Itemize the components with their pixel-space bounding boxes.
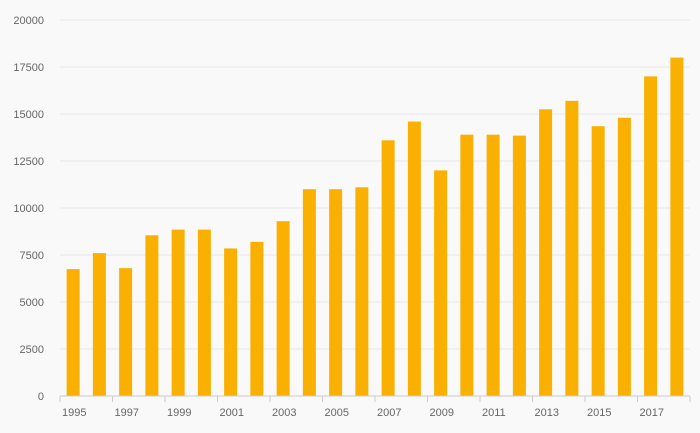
x-tick-label: 2013 (535, 407, 559, 419)
x-tick-label: 2011 (482, 407, 506, 419)
x-tick-label: 2009 (430, 407, 454, 419)
x-tick-label: 2003 (272, 407, 296, 419)
bar-1997[interactable] (119, 268, 132, 396)
bar-2006[interactable] (355, 187, 368, 396)
y-axis-labels: 0 2500 5000 7500 10000 12500 15000 17500 20000 (13, 15, 44, 403)
bar-2013[interactable] (539, 109, 552, 396)
x-tick-label: 2007 (377, 407, 401, 419)
y-tick-label: 10000 (13, 203, 44, 215)
x-axis (60, 396, 690, 402)
bar-2005[interactable] (329, 189, 342, 396)
bar-2012[interactable] (513, 136, 526, 396)
bar-2008[interactable] (408, 122, 421, 396)
y-tick-label: 12500 (13, 156, 44, 168)
x-tick-label: 1999 (167, 407, 191, 419)
bar-2014[interactable] (565, 101, 578, 396)
bar-2016[interactable] (618, 118, 631, 396)
bar-1995[interactable] (67, 269, 80, 396)
y-tick-label: 7500 (20, 250, 44, 262)
chart-container: 0 2500 5000 7500 10000 12500 15000 17500 20000 1… (0, 0, 700, 433)
y-tick-label: 17500 (13, 62, 44, 74)
bar-2018[interactable] (670, 58, 683, 396)
bar-2000[interactable] (198, 230, 211, 396)
bar-2001[interactable] (224, 248, 237, 396)
y-tick-label: 5000 (20, 297, 44, 309)
x-tick-label: 2017 (640, 407, 664, 419)
bars (67, 58, 684, 396)
bar-2017[interactable] (644, 76, 657, 396)
bar-1996[interactable] (93, 253, 106, 396)
y-tick-label: 20000 (13, 15, 44, 27)
x-axis-labels: 1995 1997 1999 2001 2003 2005 2007 2009 2011 2013… (62, 407, 664, 419)
bar-2009[interactable] (434, 170, 447, 396)
x-tick-label: 1995 (62, 407, 86, 419)
bar-2003[interactable] (277, 221, 290, 396)
bar-2002[interactable] (250, 242, 263, 396)
x-tick-label: 2001 (220, 407, 244, 419)
bar-2011[interactable] (487, 135, 500, 396)
bar-1998[interactable] (145, 235, 158, 396)
bar-1999[interactable] (172, 230, 185, 396)
bar-2015[interactable] (592, 126, 605, 396)
bar-2007[interactable] (382, 140, 395, 396)
y-tick-label: 2500 (20, 344, 44, 356)
x-tick-label: 2015 (587, 407, 611, 419)
y-tick-label: 15000 (13, 109, 44, 121)
x-tick-label: 2005 (325, 407, 349, 419)
y-tick-label: 0 (38, 391, 44, 403)
bar-2010[interactable] (460, 135, 473, 396)
x-tick-label: 1997 (115, 407, 139, 419)
bar-2004[interactable] (303, 189, 316, 396)
bar-chart: 0 2500 5000 7500 10000 12500 15000 17500 20000 1… (0, 0, 700, 433)
